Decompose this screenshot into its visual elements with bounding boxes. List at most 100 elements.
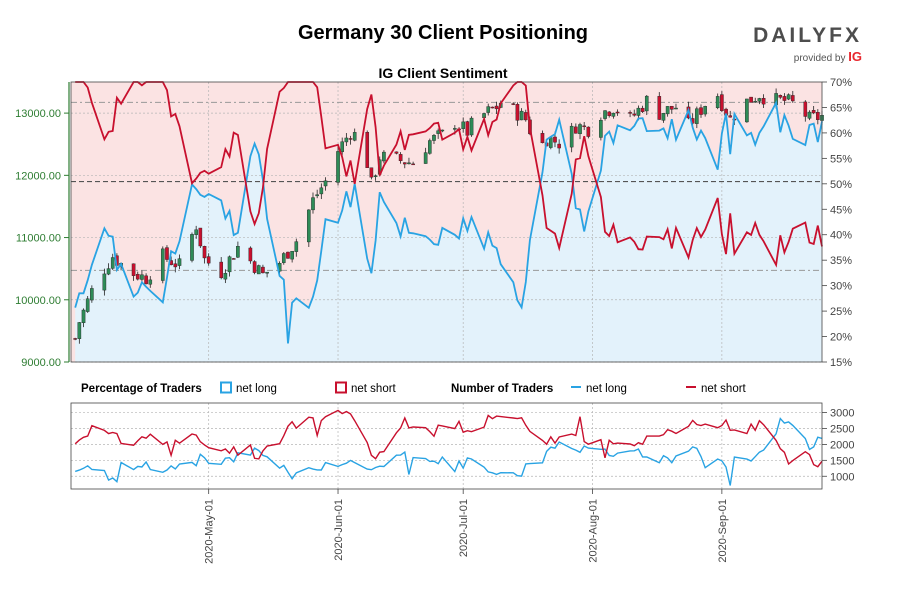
traders-tick-label: 1500 — [830, 455, 854, 467]
date-tick-label: 2020-Aug-01 — [588, 499, 600, 563]
candle-body — [519, 110, 524, 121]
legend-num-title: Number of Traders — [451, 383, 553, 395]
candle-body — [574, 126, 578, 134]
traders-plot-frame — [70, 402, 823, 490]
candle-body — [632, 113, 637, 116]
candlesticks — [73, 88, 824, 344]
price-frame — [68, 81, 823, 363]
traders-axis: 3000 2500 2000 1500 1000 — [822, 408, 854, 483]
candle-body — [715, 96, 720, 109]
candle-body — [190, 234, 194, 261]
candle-body — [311, 197, 315, 211]
candle-body — [369, 167, 374, 178]
candle-body — [286, 251, 290, 259]
candle-body — [140, 274, 144, 280]
price-axis: 13000.00 12000.00 11000.00 10000.00 9000.00 — [15, 108, 69, 369]
legend-num-short-label: net short — [701, 383, 747, 395]
candle-body — [256, 265, 261, 275]
candle-body — [323, 180, 328, 187]
candle-body — [557, 143, 561, 149]
legend-pct-short-label: net short — [351, 383, 397, 395]
candle-body — [745, 98, 749, 123]
traders-lines — [74, 409, 823, 486]
pct-tick-label: 70% — [830, 77, 852, 89]
candle-body — [294, 241, 299, 252]
legend-pct-short-swatch — [335, 381, 347, 394]
traders-tick-label: 1000 — [830, 471, 854, 483]
pct-tick-label: 40% — [830, 230, 852, 242]
candle-body — [177, 258, 182, 266]
candle-body — [582, 125, 586, 128]
candle-body — [778, 95, 783, 98]
candle-body — [436, 130, 440, 134]
candle-body — [749, 96, 753, 103]
candle-body — [73, 338, 77, 340]
candle-body — [85, 298, 90, 312]
legend: Percentage of Traders net long net short… — [81, 381, 747, 395]
candle-body — [757, 98, 762, 102]
candle-body — [194, 229, 198, 235]
candle-body — [348, 138, 353, 140]
legend-pct-long-label: net long — [236, 383, 277, 395]
candle-body — [135, 274, 140, 280]
pct-tick-label: 30% — [830, 281, 852, 293]
traders-tick-label: 3000 — [830, 408, 854, 420]
candle-body — [160, 248, 165, 281]
candle-body — [599, 120, 603, 138]
price-tick-label: 9000.00 — [21, 357, 61, 369]
candle-body — [394, 151, 399, 154]
candle-body — [90, 288, 94, 301]
candle-body — [511, 103, 516, 105]
traders-net-long-line — [74, 417, 823, 486]
candle-body — [290, 250, 294, 260]
candle-body — [640, 107, 645, 112]
candle-body — [81, 309, 86, 324]
candle-body — [657, 96, 662, 120]
candle-body — [703, 106, 707, 115]
candle-body — [428, 140, 432, 154]
candle-body — [102, 273, 107, 291]
candle-body — [131, 263, 136, 276]
candle-body — [695, 108, 699, 124]
dailyfx-logo: DAILYFX provided by IG — [753, 24, 862, 64]
candle-body — [753, 100, 758, 103]
candle-body — [165, 247, 169, 260]
logo-brand: IG — [848, 49, 862, 64]
legend-pct-long-swatch — [220, 381, 232, 394]
pct-tick-label: 15% — [830, 357, 852, 369]
candle-body — [202, 246, 207, 259]
candle-body — [523, 112, 528, 121]
candle-body — [319, 187, 324, 195]
candle-body — [515, 104, 520, 121]
candle-body — [407, 162, 411, 165]
candle-body — [786, 94, 791, 100]
net-long-fill — [75, 102, 822, 363]
candle-body — [173, 263, 178, 268]
candle-body — [402, 162, 407, 165]
pct-tick-label: 25% — [830, 306, 852, 318]
traders-net-short-line — [74, 409, 823, 468]
candle-body — [198, 227, 203, 247]
reference-lines — [71, 101, 822, 271]
candle-body — [223, 273, 228, 280]
candle-body — [782, 96, 787, 101]
date-tick-label: 2020-May-01 — [204, 499, 216, 564]
candle-body — [336, 151, 340, 183]
traders-grid — [71, 403, 822, 489]
candle-body — [553, 136, 557, 143]
candle-body — [490, 106, 495, 109]
legend-num-long-label: net long — [586, 383, 627, 395]
pct-tick-label: 60% — [830, 128, 852, 140]
candle-body — [661, 113, 666, 121]
candle-body — [569, 125, 574, 148]
candle-body — [611, 112, 616, 117]
candle-body — [811, 110, 816, 114]
candle-body — [307, 209, 311, 243]
net-long-pct-line — [74, 99, 823, 344]
candle-body — [494, 105, 499, 110]
logo-provided-by: provided by — [793, 53, 846, 64]
candle-body — [540, 133, 545, 144]
logo-wordmark: DAILYFX — [753, 24, 862, 47]
date-tick-label: 2020-Jul-01 — [458, 499, 470, 557]
